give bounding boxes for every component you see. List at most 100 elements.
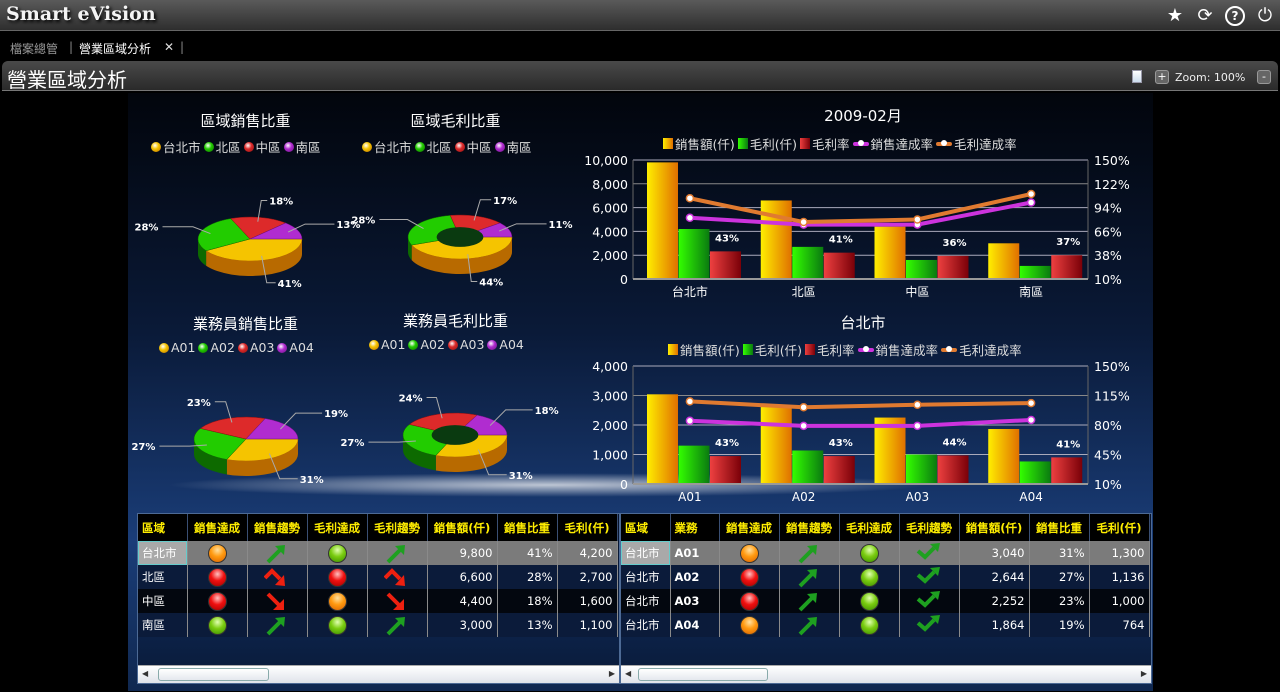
pie-slice — [245, 418, 299, 440]
tab-file-manager[interactable]: 檔案總管 — [10, 42, 59, 56]
power-icon[interactable]: ⏻ — [1257, 5, 1273, 26]
legend-marker — [203, 141, 214, 152]
cell-profit-trend — [899, 589, 960, 613]
y2-tick-label: 45% — [1094, 448, 1122, 463]
tab-region-analysis[interactable]: 營業區域分析 — [79, 42, 152, 56]
pie-leader-line — [477, 449, 507, 476]
cell-profit-status — [307, 589, 368, 613]
zoom-in-button[interactable]: + — [1155, 70, 1169, 84]
pie-slice-side — [408, 237, 412, 261]
pie-leader-line — [473, 199, 492, 221]
pie-chart: 44% 28% 17% 11% — [351, 196, 572, 289]
status-red-icon — [739, 567, 759, 587]
cell-sales-status — [187, 589, 248, 613]
pie-data-label: 28% — [351, 216, 375, 227]
star-icon[interactable]: ★ — [1166, 5, 1184, 26]
cell-sales-status — [187, 565, 248, 589]
tab-close-icon[interactable]: ✕ — [164, 40, 175, 54]
pie-slice-side — [411, 237, 512, 275]
pie-slice — [411, 236, 513, 260]
cell-profit: 1,300 — [1089, 541, 1150, 565]
pie-leader-line — [159, 444, 207, 447]
scroll-thumb[interactable] — [638, 668, 768, 681]
table-row[interactable]: 台北市 9,800 41% 4,200 — [138, 541, 618, 565]
pie-slice-side — [226, 439, 298, 476]
y2-tick-label: 94% — [1094, 201, 1122, 216]
status-red-icon — [327, 567, 347, 587]
x-tick-label: A03 — [906, 490, 929, 504]
legend-label: 毛利達成率 — [954, 137, 1017, 152]
column-header: 銷售趨勢 — [247, 514, 308, 541]
trend-down-icon — [264, 592, 290, 610]
document-icon[interactable] — [1132, 70, 1142, 83]
line-point — [1026, 415, 1036, 425]
pie-slice — [199, 416, 266, 440]
cell-share: 13% — [497, 613, 558, 637]
pie-title-rep-sales: 業務員銷售比重 — [192, 315, 298, 333]
bar-data-label: 43% — [715, 233, 739, 244]
cell-region: 南區 — [138, 613, 188, 637]
cell-share: 19% — [1029, 613, 1090, 637]
help-icon[interactable]: ? — [1225, 6, 1245, 26]
legend-marker — [737, 138, 748, 149]
bar-profit — [792, 450, 824, 484]
status-green-icon — [327, 615, 347, 635]
bar-margin — [937, 255, 969, 279]
table-row[interactable]: 台北市 A04 1,864 19% 764 — [621, 613, 1150, 637]
legend-marker — [243, 141, 254, 152]
table-row[interactable]: 台北市 A02 2,644 27% 1,136 — [621, 565, 1150, 589]
x-tick-label: 南區 — [1019, 284, 1043, 299]
bar-margin — [1051, 457, 1083, 484]
chart-title-month: 2009-02月 — [824, 107, 902, 125]
legend-label: A02 — [210, 340, 235, 355]
line-point — [913, 421, 922, 431]
line-point — [913, 400, 922, 410]
cell-sales: 3,040 — [959, 541, 1030, 565]
bar-data-label: 43% — [829, 438, 853, 449]
page-header: 營業區域分析 + Zoom: 100% - — [2, 61, 1278, 92]
legend-label: 毛利率 — [812, 137, 850, 152]
pie-data-label: 44% — [479, 277, 503, 288]
app-header: Smart eVision ★ ⟳ ? ⏻ — [0, 0, 1280, 31]
scroll-thumb[interactable] — [158, 668, 269, 681]
scroll-left-icon[interactable]: ◀ — [625, 669, 632, 678]
horizontal-scrollbar[interactable]: ◀ ▶ — [621, 665, 1151, 683]
pie-slice — [197, 218, 251, 252]
zoom-out-button[interactable]: - — [1257, 70, 1271, 84]
table-row[interactable]: 北區 6,600 28% 2,700 — [138, 565, 618, 589]
trend-check-up-icon — [916, 543, 942, 560]
cell-profit: 1,000 — [1089, 589, 1150, 613]
line-point — [1026, 398, 1036, 408]
cell-sales-trend — [247, 541, 308, 565]
column-header: 銷售達成 — [719, 514, 780, 541]
pie-slice — [230, 216, 287, 240]
cell-profit-status — [839, 541, 900, 565]
legend-label: A01 — [381, 337, 406, 352]
table-row[interactable]: 台北市 A03 2,252 23% 1,000 — [621, 589, 1150, 613]
cell-sales-status — [719, 589, 780, 613]
legend-marker — [742, 344, 753, 355]
scroll-right-icon[interactable]: ▶ — [1140, 669, 1147, 678]
y-tick-label: 0 — [620, 477, 628, 492]
horizontal-scrollbar[interactable]: ◀ ▶ — [138, 665, 619, 683]
scroll-left-icon[interactable]: ◀ — [142, 669, 149, 678]
pie-slice-side — [403, 435, 436, 471]
legend-marker — [414, 141, 425, 152]
status-green-icon — [859, 543, 879, 563]
pie-legend: 台北市 北區 中區 南區 — [359, 137, 532, 156]
scroll-right-icon[interactable]: ▶ — [608, 669, 615, 678]
y2-tick-label: 80% — [1094, 418, 1122, 433]
cell-region: 台北市 — [621, 541, 671, 565]
legend-label: 銷售達成率 — [870, 137, 934, 152]
line-point — [913, 215, 922, 224]
table-row[interactable]: 南區 3,000 13% 1,100 — [138, 613, 618, 637]
cell-region: 台北市 — [621, 613, 671, 637]
tab-separator: | — [180, 40, 185, 54]
table-row[interactable]: 中區 4,400 18% 1,600 — [138, 589, 618, 613]
zoom-level: Zoom: 100% — [1175, 71, 1246, 84]
refresh-icon[interactable]: ⟳ — [1197, 5, 1213, 26]
table-row[interactable]: 台北市 A01 3,040 31% 1,300 — [621, 541, 1150, 565]
x-tick-label: 中區 — [905, 284, 929, 299]
status-orange-icon — [739, 543, 759, 563]
donut-hole — [436, 227, 484, 247]
